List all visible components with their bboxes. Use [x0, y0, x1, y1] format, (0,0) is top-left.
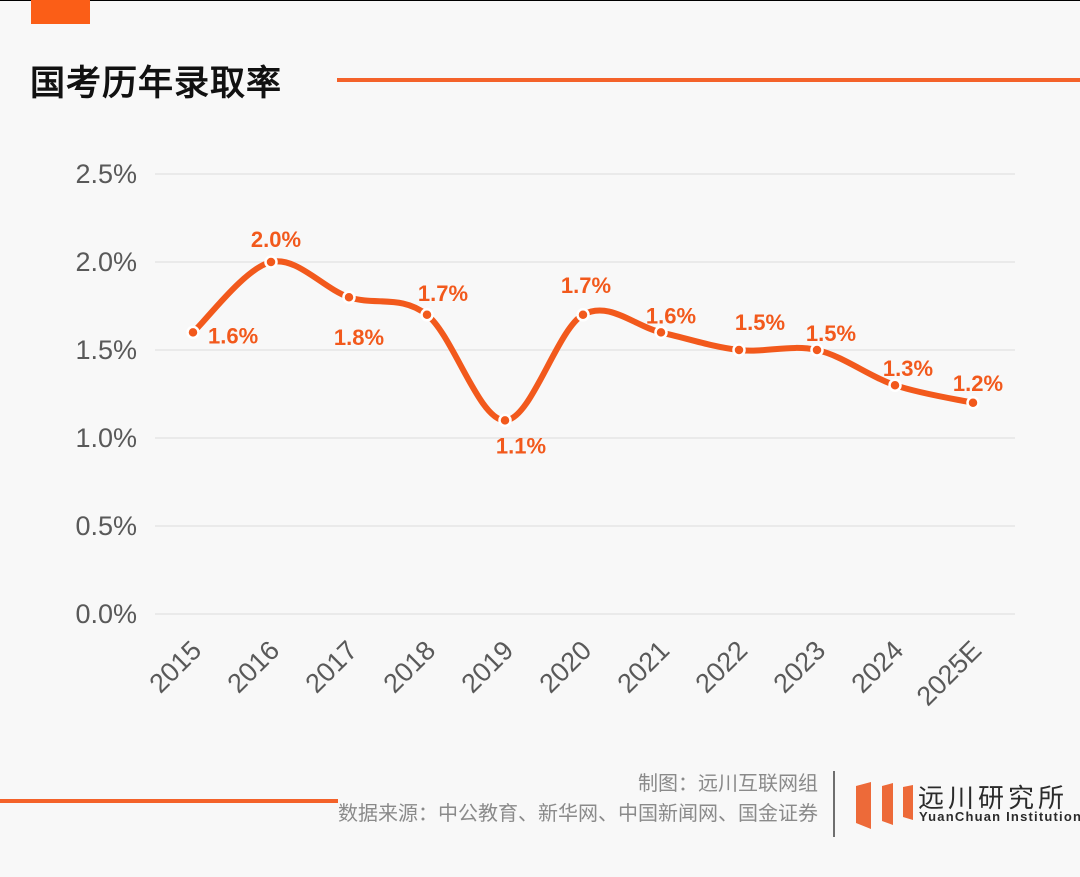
y-axis-label: 2.0% [75, 247, 137, 277]
series-line [190, 258, 976, 424]
logo-bars-icon [856, 782, 913, 829]
title-rule-line [337, 78, 1080, 82]
x-axis-label: 2016 [222, 635, 286, 699]
y-axis-label: 0.5% [75, 511, 137, 541]
data-point-marker [342, 290, 356, 304]
data-point-marker [966, 396, 980, 410]
top-border-line [0, 0, 1080, 1]
data-point-label: 1.7% [561, 273, 611, 298]
footer-divider-line [833, 771, 835, 837]
x-axis-label: 2021 [612, 635, 676, 699]
data-point-marker [888, 378, 902, 392]
footer-credits: 制图：远川互联网组 数据来源：中公教育、新华网、中国新闻网、国金证券 [338, 769, 818, 829]
x-axis-label: 2020 [534, 635, 598, 699]
data-point-marker [264, 255, 278, 269]
data-source: 数据来源：中公教育、新华网、中国新闻网、国金证券 [338, 803, 818, 825]
y-axis-label: 2.5% [75, 159, 137, 189]
logo-bar [903, 785, 913, 820]
y-axis-label: 1.0% [75, 423, 137, 453]
x-axis-label: 2019 [456, 635, 520, 699]
x-axis-label: 2023 [768, 635, 832, 699]
x-axis-label: 2015 [144, 635, 208, 699]
data-point-marker [498, 413, 512, 428]
data-point-marker [420, 308, 434, 322]
logo-name-en: YuanChuan Institution [919, 809, 1080, 824]
data-point-label: 1.1% [496, 433, 546, 458]
data-point-marker [810, 343, 824, 357]
data-point-label: 1.8% [334, 325, 384, 350]
logo-bar [856, 782, 871, 829]
data-point-label: 1.6% [646, 303, 696, 328]
data-point-marker [576, 308, 590, 322]
admission-rate-line-chart: 0.0% 0.5% 1.0% 1.5% 2.0% 2.5% 2015 2016 2017 2018… [75, 159, 1015, 711]
logo-bar [882, 783, 893, 825]
data-point-label: 1.2% [953, 371, 1003, 396]
chart-credit: 制图：远川互联网组 [638, 773, 818, 795]
page-title: 国考历年录取率 [30, 64, 283, 103]
data-point-label: 1.5% [735, 310, 785, 335]
data-point-marker [186, 325, 200, 340]
y-axis-label: 1.5% [75, 335, 137, 365]
data-point-label: 2.0% [251, 227, 301, 252]
data-point-marker [732, 343, 746, 357]
x-axis-label: 2024 [846, 635, 910, 699]
data-point-label: 1.6% [208, 323, 258, 348]
x-axis-label: 2017 [300, 635, 364, 699]
data-point-label: 1.3% [883, 356, 933, 381]
data-point-label: 1.7% [418, 281, 468, 306]
logo-name-cn: 远川研究所 [918, 783, 1069, 813]
header-accent-square [31, 0, 90, 24]
x-axis-label: 2022 [690, 635, 754, 699]
footer-rule-line [0, 799, 338, 803]
yuanchuan-logo: 远川研究所 YuanChuan Institution [856, 776, 1080, 836]
data-point-marker [654, 325, 668, 340]
x-axis-label: 2018 [378, 635, 442, 699]
data-point-label: 1.5% [806, 321, 856, 346]
x-axis-label: 2025E [911, 635, 987, 711]
y-axis-label: 0.0% [75, 599, 137, 629]
